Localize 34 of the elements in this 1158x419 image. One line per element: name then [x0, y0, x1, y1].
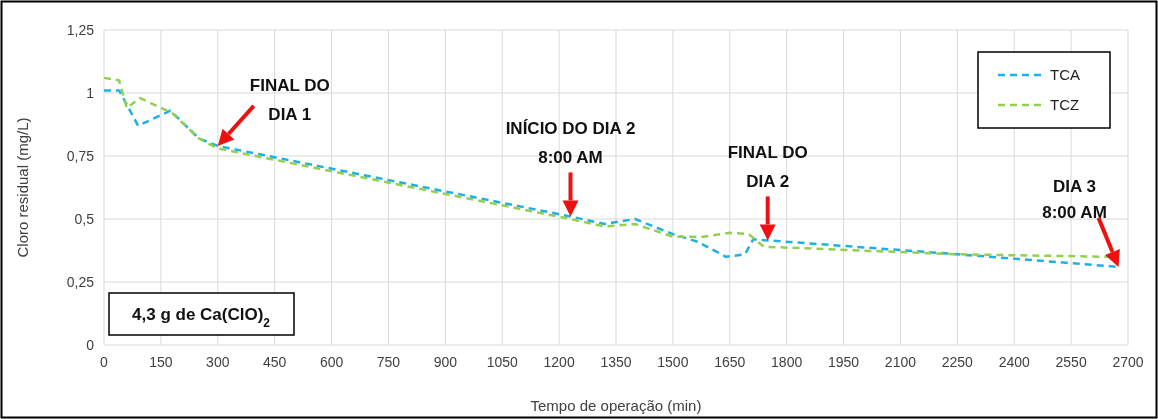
x-tick-label: 150 — [149, 354, 173, 370]
x-tick-label: 600 — [319, 354, 344, 370]
y-tick-label: 0,5 — [74, 210, 95, 227]
y-tick-label: 1,25 — [66, 21, 95, 38]
annotation: DIA 3 8:00 AM — [1042, 176, 1107, 222]
y-tick-label: 1 — [86, 84, 95, 101]
y-axis-title: Cloro residual (mg/L) — [14, 117, 31, 258]
x-tick-label: 1650 — [714, 354, 746, 370]
x-tick-label: 2550 — [1055, 354, 1087, 370]
x-tick-label: 1200 — [543, 354, 575, 370]
x-tick-label: 1050 — [486, 354, 518, 370]
x-tick-label: 2700 — [1112, 354, 1144, 370]
legend-label: TCZ — [1050, 96, 1080, 114]
x-tick-label: 1950 — [827, 354, 860, 370]
y-tick-label: 0,25 — [66, 273, 95, 290]
x-axis-title: Tempo de operação (min) — [530, 397, 702, 414]
annotation: FINAL DO DIA 1 — [249, 75, 330, 124]
x-tick-label: 1800 — [771, 354, 803, 370]
x-tick-label: 2400 — [998, 354, 1030, 370]
x-tick-label: 750 — [376, 354, 401, 370]
y-tick-label: 0,75 — [66, 147, 95, 164]
x-tick-label: 900 — [433, 354, 458, 370]
annotation: 4,3 g de Ca(ClO)$_{2}$ — [132, 305, 271, 330]
x-tick-label: 450 — [262, 354, 287, 370]
x-tick-label: 1500 — [657, 354, 689, 370]
x-tick-label: 0 — [100, 354, 109, 370]
x-tick-label: 1350 — [600, 354, 632, 370]
x-tick-label: 2250 — [941, 354, 974, 370]
legend-label: TCA — [1050, 66, 1080, 84]
y-tick-label: 0 — [86, 336, 95, 353]
x-tick-label: 2100 — [884, 354, 917, 370]
annotation: INÍCIO DO DIA 2 8:00 AM — [505, 119, 636, 168]
x-tick-label: 300 — [206, 354, 230, 370]
annotation: FINAL DO DIA 2 — [727, 143, 808, 192]
